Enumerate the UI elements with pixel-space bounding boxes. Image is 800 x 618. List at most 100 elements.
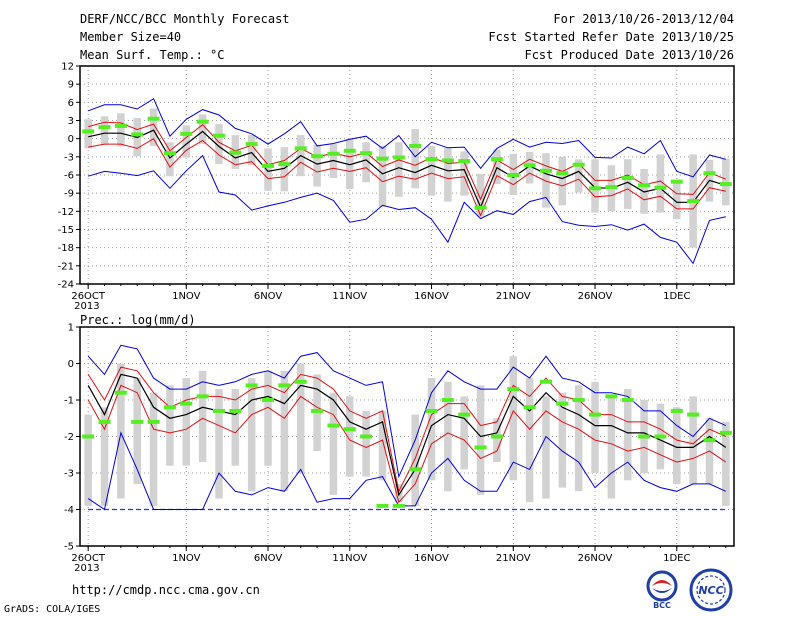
temp-xtick-year: 2013 xyxy=(74,301,99,312)
precip-median-marker xyxy=(147,419,160,424)
temp-box xyxy=(673,181,681,220)
precip-box xyxy=(133,378,141,484)
temp-median-marker xyxy=(343,148,356,153)
precip-box xyxy=(493,418,501,463)
precip-median-marker xyxy=(474,445,487,450)
temp-xtick-label: 11NOV xyxy=(332,291,367,302)
bcc-logo: BCC xyxy=(642,570,682,610)
temp-median-marker xyxy=(311,154,324,159)
temp-min-line xyxy=(88,154,726,265)
temp-ens-lower-line xyxy=(88,138,726,217)
precip-median-marker xyxy=(687,412,700,417)
ncc-logo-text: NCC xyxy=(698,584,723,597)
precip-xtick-label: 26OCT xyxy=(71,553,106,564)
precip-median-marker xyxy=(441,398,454,402)
temp-median-marker xyxy=(163,151,176,156)
precip-box xyxy=(166,385,174,466)
temp-median-marker xyxy=(131,132,144,137)
precip-max-line xyxy=(87,344,727,479)
temp-median-marker xyxy=(490,157,503,162)
temp-median-marker xyxy=(425,157,438,162)
precip-median-marker xyxy=(409,467,422,472)
temp-median-marker xyxy=(327,151,340,156)
precip-box xyxy=(689,396,697,484)
temp-box xyxy=(280,147,289,192)
precip-median-marker xyxy=(539,379,552,384)
temp-box xyxy=(198,114,207,145)
temp-median-marker xyxy=(245,142,258,147)
precip-median-marker xyxy=(163,405,176,410)
temp-box xyxy=(623,159,632,209)
temp-median-marker xyxy=(458,159,471,164)
temp-median-marker xyxy=(180,131,193,136)
temp-frame xyxy=(79,65,735,285)
temp-median-marker xyxy=(441,158,454,163)
precip-xtick-label: 6NOV xyxy=(254,553,283,564)
precip-median-marker xyxy=(605,394,618,399)
precip-box xyxy=(574,385,583,492)
chart-title: DERF/NCC/BCC Monthly Forecast xyxy=(80,12,290,26)
precip-median-marker xyxy=(212,408,225,413)
temp-xtick-label: 1DEC xyxy=(663,291,690,302)
temp-box xyxy=(395,142,403,197)
temp-box xyxy=(656,154,665,213)
precip-median-marker xyxy=(98,419,111,424)
precip-median-marker xyxy=(278,383,291,388)
precip-box xyxy=(525,378,534,503)
temp-ens-upper-line xyxy=(88,121,726,201)
temp-box xyxy=(542,153,550,208)
temp-median-marker xyxy=(212,133,225,138)
temp-median-marker xyxy=(523,163,536,168)
precip-frame xyxy=(79,326,735,547)
temp-median-marker xyxy=(262,163,275,168)
temp-median-marker xyxy=(703,171,716,176)
temp-ytick-label: -3 xyxy=(64,152,74,163)
temp-xtick-label: 1NOV xyxy=(172,291,201,302)
precip-ytick-label: -2 xyxy=(64,432,74,443)
precip-ytick-label: -3 xyxy=(64,469,74,480)
temp-median-marker xyxy=(638,183,651,188)
precip-panel-title: Prec.: log(mm/d) xyxy=(80,313,196,327)
precip-box xyxy=(117,363,125,499)
temp-median-marker xyxy=(294,146,307,151)
ncc-logo: NCC xyxy=(688,568,734,612)
temp-median-marker xyxy=(605,185,618,190)
bcc-logo-ring xyxy=(646,570,678,602)
temp-median-marker xyxy=(539,168,552,173)
temp-median-marker xyxy=(670,179,683,184)
precip-box xyxy=(460,396,468,470)
temp-ytick-label: -9 xyxy=(64,189,74,200)
temp-ytick-label: -15 xyxy=(58,225,74,236)
precip-box xyxy=(673,407,681,484)
precip-median-marker xyxy=(343,427,356,432)
forecast-started-date: Fcst Started Refer Date 2013/10/25 xyxy=(488,30,734,44)
precip-median-marker xyxy=(114,390,127,395)
temp-box xyxy=(558,156,567,206)
temp-median-marker xyxy=(507,173,520,177)
precip-median-marker xyxy=(311,408,324,413)
temp-median-marker xyxy=(719,182,732,187)
footer-url[interactable]: http://cmdp.ncc.cma.gov.cn xyxy=(72,583,260,597)
precip-median-marker xyxy=(262,398,275,402)
temp-box xyxy=(444,147,452,202)
precip-ytick-label: -4 xyxy=(64,505,74,516)
temp-box xyxy=(574,159,583,193)
precip-box xyxy=(84,414,92,506)
temp-ytick-label: -6 xyxy=(64,171,74,182)
precip-median-marker xyxy=(507,387,520,392)
precip-ens-upper-line xyxy=(87,366,727,493)
precip-xtick-label: 26NOV xyxy=(578,553,613,564)
temp-median-marker xyxy=(556,171,569,176)
precip-ytick-label: 0 xyxy=(68,359,74,370)
precip-box xyxy=(149,392,158,506)
temp-box xyxy=(460,151,468,196)
temp-ytick-label: 12 xyxy=(61,62,74,73)
temp-median-marker xyxy=(474,205,487,210)
variable-label: Mean Surf. Temp.: °C xyxy=(80,48,225,62)
precip-median-marker xyxy=(327,423,340,428)
precip-box xyxy=(215,389,223,499)
temp-median-marker xyxy=(98,125,111,130)
precip-median-marker xyxy=(392,503,405,508)
precip-box xyxy=(623,389,632,481)
